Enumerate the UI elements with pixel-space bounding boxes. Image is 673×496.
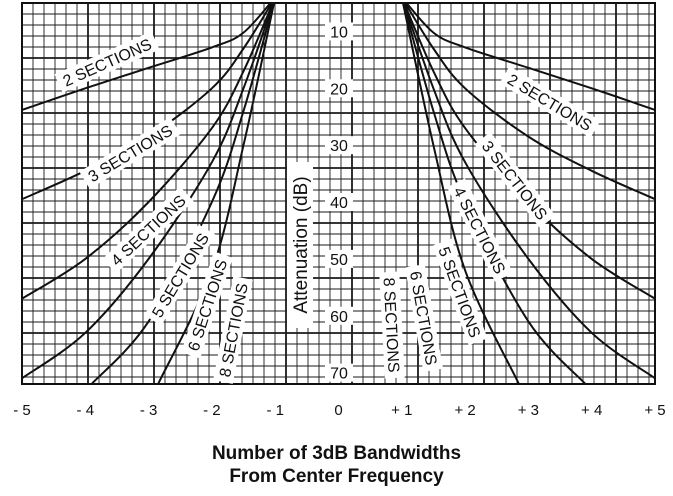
curve-label-group: 8 SECTIONS bbox=[379, 271, 405, 379]
y-tick-background bbox=[325, 136, 353, 155]
y-tick-label: 50 bbox=[330, 252, 348, 269]
curve-label-background bbox=[432, 238, 488, 346]
curve-label-background bbox=[54, 31, 160, 93]
series-line-left-5 bbox=[90, 3, 275, 384]
curve-label-group: 2 SECTIONS bbox=[54, 31, 160, 93]
curve-label-background bbox=[499, 66, 601, 138]
chart-x-ticks: - 5 - 4 - 3 - 2 - 1 0 + 1 + 2 + 3 + 4 + 5 bbox=[13, 402, 665, 419]
series-line-left-2 bbox=[22, 3, 273, 201]
y-tick-label: 60 bbox=[330, 309, 348, 326]
x-tick-label: - 1 bbox=[266, 402, 284, 419]
y-tick-background bbox=[325, 249, 353, 268]
curve-label-background bbox=[213, 276, 253, 384]
curve-label: 8 SECTIONS bbox=[217, 282, 252, 379]
chart-curves bbox=[22, 3, 655, 384]
curve-label: 8 SECTIONS bbox=[380, 277, 402, 373]
curve-label-background bbox=[79, 117, 181, 189]
x-tick-label: - 4 bbox=[77, 402, 95, 419]
curve-label-background bbox=[144, 224, 216, 326]
x-tick-label: + 2 bbox=[454, 402, 475, 419]
curve-label-background bbox=[181, 251, 233, 359]
curve-label-background bbox=[474, 132, 556, 228]
series-line-right-6 bbox=[401, 3, 520, 384]
series-line-left-3 bbox=[22, 3, 274, 300]
series-line-right-1 bbox=[405, 3, 655, 111]
y-tick-label: 20 bbox=[330, 81, 348, 98]
y-tick-background bbox=[325, 363, 353, 382]
curve-label-background bbox=[447, 178, 513, 282]
x-tick-label: + 4 bbox=[581, 402, 602, 419]
y-tick-label: 40 bbox=[330, 195, 348, 212]
curve-label-group: 6 SECTIONS bbox=[404, 264, 444, 372]
y-tick-background bbox=[325, 193, 353, 212]
y-tick-background bbox=[325, 79, 353, 98]
y-axis-title-background bbox=[287, 162, 313, 328]
x-axis-title-line-1: Number of 3dB Bandwidths bbox=[211, 443, 462, 464]
x-tick-label: + 1 bbox=[391, 402, 412, 419]
x-tick-label: - 5 bbox=[13, 402, 31, 419]
series-line-left-1 bbox=[22, 3, 272, 111]
x-tick-label: - 3 bbox=[140, 402, 158, 419]
y-tick-label: 30 bbox=[330, 138, 348, 155]
x-axis-title-line-2: From Center Frequency bbox=[229, 466, 444, 487]
curve-label: 2 SECTIONS bbox=[61, 36, 155, 90]
curve-label-background bbox=[102, 186, 194, 274]
y-tick-background bbox=[325, 22, 353, 41]
y-tick-label: 70 bbox=[330, 366, 348, 383]
curve-label-background bbox=[379, 271, 405, 379]
y-axis-title: Attenuation (dB) bbox=[291, 176, 312, 313]
x-tick-label: 0 bbox=[334, 402, 342, 419]
x-tick-label: - 2 bbox=[203, 402, 221, 419]
plot-frame bbox=[21, 2, 656, 385]
series-line-right-4 bbox=[402, 3, 655, 380]
series-line-right-2 bbox=[404, 3, 655, 201]
y-axis-title-group: Attenuation (dB) bbox=[287, 162, 313, 328]
series-line-left-6 bbox=[157, 3, 276, 384]
x-tick-label: + 3 bbox=[518, 402, 539, 419]
curve-label-background bbox=[404, 264, 444, 372]
y-tick-label: 10 bbox=[330, 24, 348, 41]
chart-y-ticks: 10 20 30 40 50 60 70 bbox=[325, 22, 353, 383]
y-tick-background bbox=[325, 306, 353, 325]
x-tick-label: + 5 bbox=[644, 402, 665, 419]
